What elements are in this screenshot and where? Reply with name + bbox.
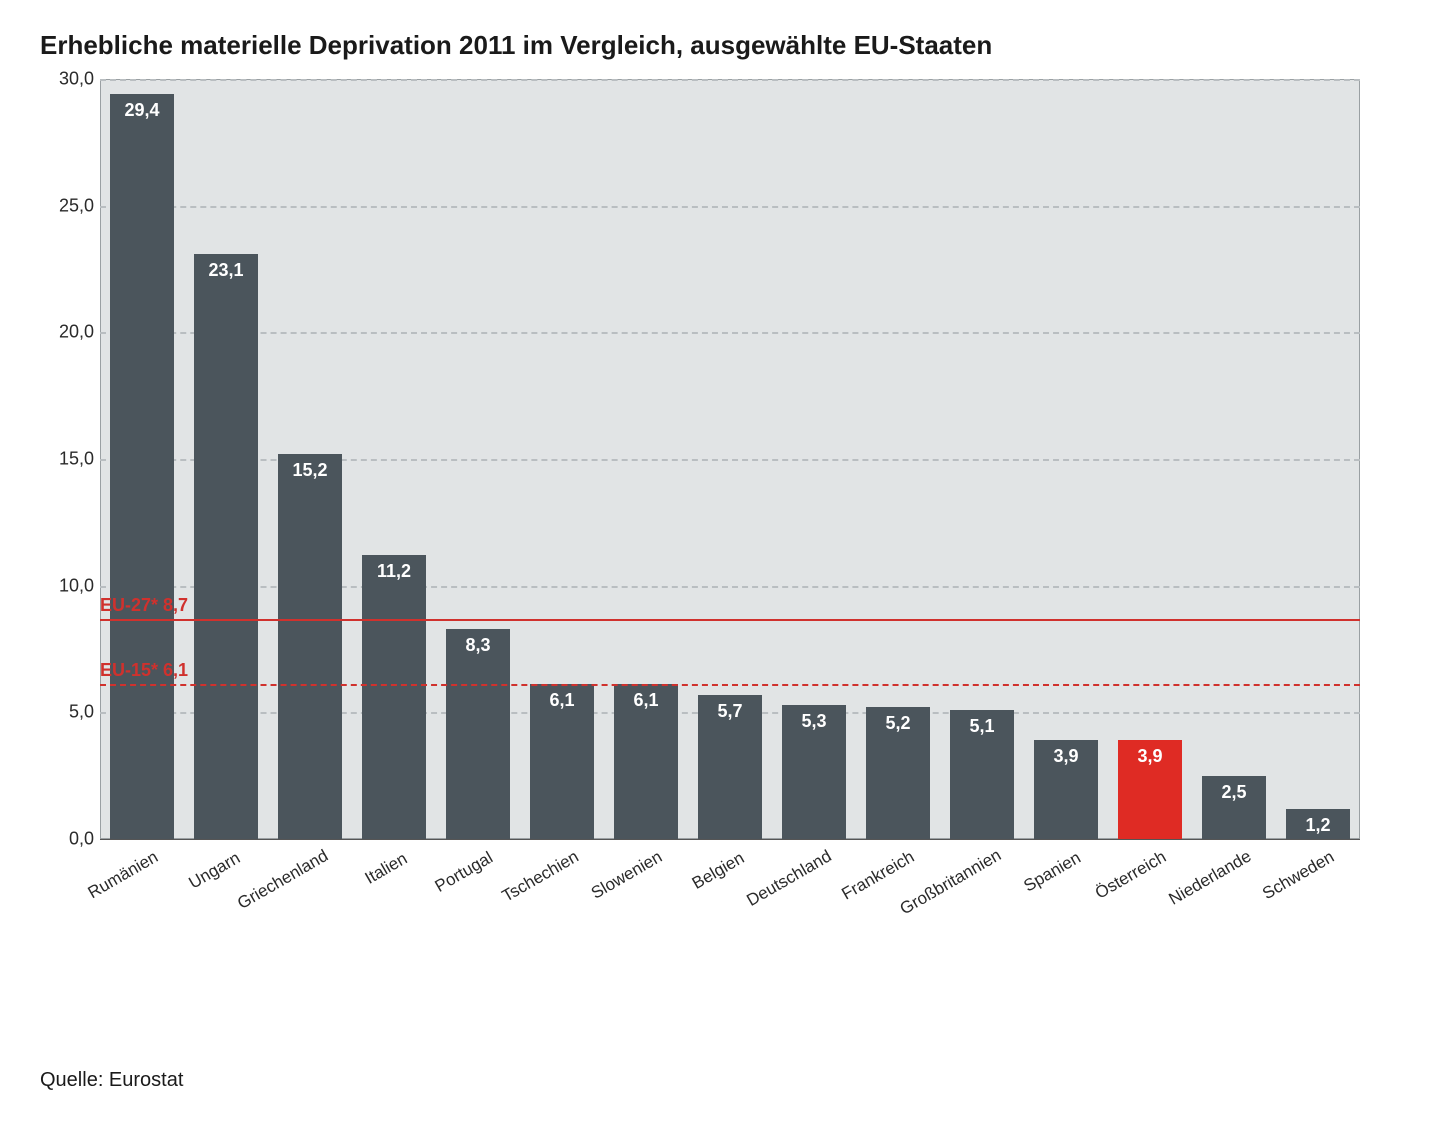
bar-value-label: 5,7	[698, 701, 762, 722]
x-axis-label: Griechenland	[234, 846, 332, 914]
bar: 6,1	[614, 684, 678, 839]
y-tick-label: 20,0	[59, 322, 94, 343]
bar-value-label: 5,2	[866, 713, 930, 734]
y-tick-label: 0,0	[69, 829, 94, 850]
bar-value-label: 6,1	[530, 690, 594, 711]
bar-value-label: 6,1	[614, 690, 678, 711]
bar: 5,7	[698, 695, 762, 839]
bar-value-label: 5,3	[782, 711, 846, 732]
bar: 3,9	[1118, 740, 1182, 839]
x-axis-label: Belgien	[689, 848, 748, 894]
reference-line-label: EU-15* 6,1	[100, 660, 1360, 681]
chart-container: 0,05,010,015,020,025,030,0 29,423,115,21…	[40, 79, 1360, 949]
bars-group: 29,4 23,1 15,2 11,2 8,3 6,1 6,1 5,7 5,3 5,2 5,1 3,9…	[100, 79, 1360, 839]
source-label: Quelle: Eurostat	[40, 1069, 1400, 1092]
bar: 5,2	[866, 707, 930, 839]
bar-value-label: 29,4	[110, 100, 174, 121]
x-axis-label: Deutschland	[744, 846, 836, 911]
x-axis-label: Schweden	[1259, 847, 1338, 904]
y-tick-label: 30,0	[59, 69, 94, 90]
bar: 1,2	[1286, 809, 1350, 839]
x-axis-label: Niederlande	[1166, 846, 1255, 909]
bar: 23,1	[194, 254, 258, 839]
x-axis-label: Italien	[362, 849, 411, 889]
bar-value-label: 2,5	[1202, 782, 1266, 803]
bar: 29,4	[110, 94, 174, 839]
bar-value-label: 8,3	[446, 635, 510, 656]
baseline	[100, 839, 1360, 840]
y-tick-label: 5,0	[69, 702, 94, 723]
y-tick-label: 15,0	[59, 449, 94, 470]
bar-value-label: 3,9	[1118, 746, 1182, 767]
bar-value-label: 15,2	[278, 460, 342, 481]
x-axis-labels: RumänienUngarnGriechenlandItalienPortuga…	[100, 839, 1360, 949]
x-axis-label: Tschechien	[499, 847, 583, 907]
bar-value-label: 5,1	[950, 716, 1014, 737]
bar-value-label: 3,9	[1034, 746, 1098, 767]
y-tick-label: 25,0	[59, 195, 94, 216]
x-axis-label: Ungarn	[186, 848, 244, 893]
bar-value-label: 1,2	[1286, 815, 1350, 836]
x-axis-label: Portugal	[432, 848, 497, 897]
reference-line-label: EU-27* 8,7	[100, 594, 1360, 615]
y-axis: 0,05,010,015,020,025,030,0	[40, 79, 100, 839]
bar: 5,1	[950, 710, 1014, 839]
bar: 2,5	[1202, 776, 1266, 839]
bar: 15,2	[278, 454, 342, 839]
bar: 5,3	[782, 705, 846, 839]
x-axis-label: Rumänien	[85, 847, 162, 903]
bar-value-label: 23,1	[194, 260, 258, 281]
x-axis-label: Slowenien	[588, 847, 666, 904]
chart-title: Erhebliche materielle Deprivation 2011 i…	[40, 30, 1400, 61]
bar: 3,9	[1034, 740, 1098, 839]
y-tick-label: 10,0	[59, 575, 94, 596]
bar-value-label: 11,2	[362, 561, 426, 582]
bar: 6,1	[530, 684, 594, 839]
x-axis-label: Österreich	[1092, 847, 1170, 904]
x-axis-label: Spanien	[1021, 848, 1085, 897]
